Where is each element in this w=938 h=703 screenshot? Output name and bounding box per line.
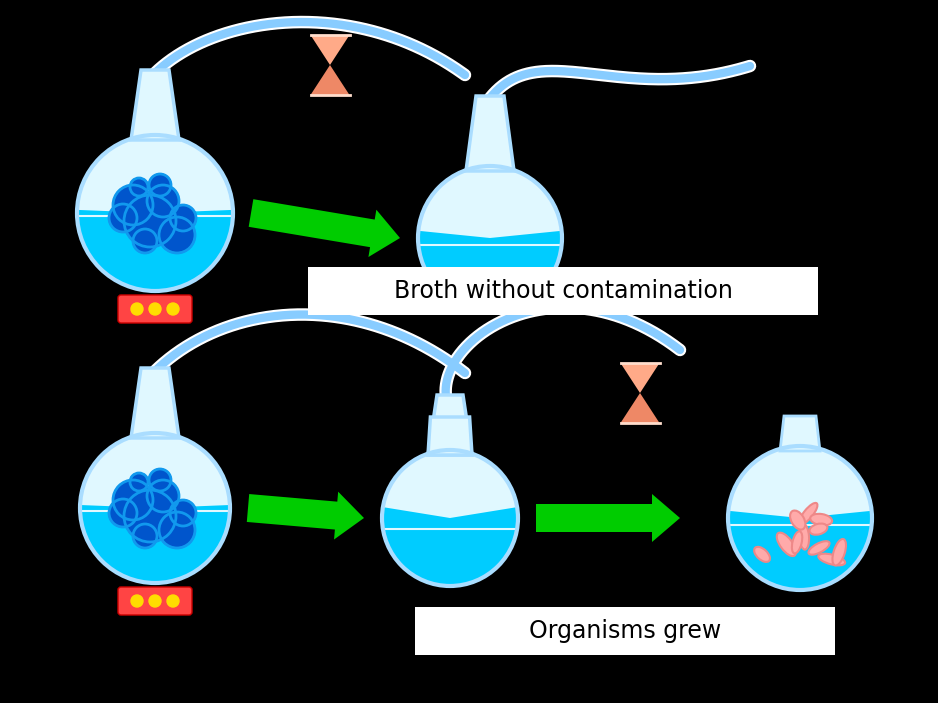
Circle shape <box>133 229 157 253</box>
Circle shape <box>113 185 153 225</box>
Circle shape <box>418 166 562 310</box>
Circle shape <box>130 473 148 491</box>
Ellipse shape <box>809 524 827 535</box>
Ellipse shape <box>809 541 829 555</box>
Circle shape <box>130 178 148 196</box>
Circle shape <box>147 185 179 217</box>
Polygon shape <box>536 494 680 542</box>
Polygon shape <box>466 96 514 171</box>
Circle shape <box>149 595 161 607</box>
Circle shape <box>109 499 137 527</box>
Circle shape <box>133 524 157 548</box>
Wedge shape <box>78 210 232 290</box>
Polygon shape <box>247 491 364 539</box>
Ellipse shape <box>810 514 832 525</box>
Polygon shape <box>428 417 472 455</box>
Circle shape <box>159 217 195 253</box>
FancyBboxPatch shape <box>415 607 835 655</box>
Text: Organisms grew: Organisms grew <box>529 619 721 643</box>
Circle shape <box>149 174 171 196</box>
Polygon shape <box>249 199 400 257</box>
Circle shape <box>167 303 179 315</box>
Circle shape <box>159 512 195 548</box>
Circle shape <box>170 205 196 231</box>
Ellipse shape <box>799 524 809 550</box>
Ellipse shape <box>818 554 845 565</box>
Circle shape <box>131 595 143 607</box>
Circle shape <box>77 135 233 291</box>
Ellipse shape <box>777 533 796 556</box>
Ellipse shape <box>792 531 802 553</box>
Polygon shape <box>780 416 820 451</box>
Polygon shape <box>621 393 659 423</box>
Circle shape <box>113 480 153 520</box>
Circle shape <box>728 446 872 590</box>
Polygon shape <box>310 65 350 95</box>
Circle shape <box>382 450 518 586</box>
Circle shape <box>124 195 176 247</box>
FancyBboxPatch shape <box>118 587 192 615</box>
Wedge shape <box>383 508 517 585</box>
Circle shape <box>149 303 161 315</box>
Polygon shape <box>428 395 472 455</box>
Text: Broth without contamination: Broth without contamination <box>394 279 733 303</box>
Circle shape <box>109 204 137 232</box>
Circle shape <box>147 480 179 512</box>
Circle shape <box>131 303 143 315</box>
Circle shape <box>80 433 230 583</box>
Wedge shape <box>419 231 561 309</box>
Circle shape <box>149 469 171 491</box>
Circle shape <box>167 595 179 607</box>
Polygon shape <box>131 70 179 140</box>
FancyBboxPatch shape <box>308 267 818 315</box>
Wedge shape <box>81 505 229 582</box>
Polygon shape <box>131 368 179 438</box>
Wedge shape <box>729 511 871 589</box>
Ellipse shape <box>832 539 846 565</box>
Ellipse shape <box>754 547 770 562</box>
Circle shape <box>124 490 176 542</box>
Circle shape <box>170 500 196 526</box>
FancyBboxPatch shape <box>118 295 192 323</box>
Polygon shape <box>310 35 350 65</box>
Polygon shape <box>621 363 659 393</box>
Ellipse shape <box>799 503 817 524</box>
Ellipse shape <box>790 510 806 529</box>
